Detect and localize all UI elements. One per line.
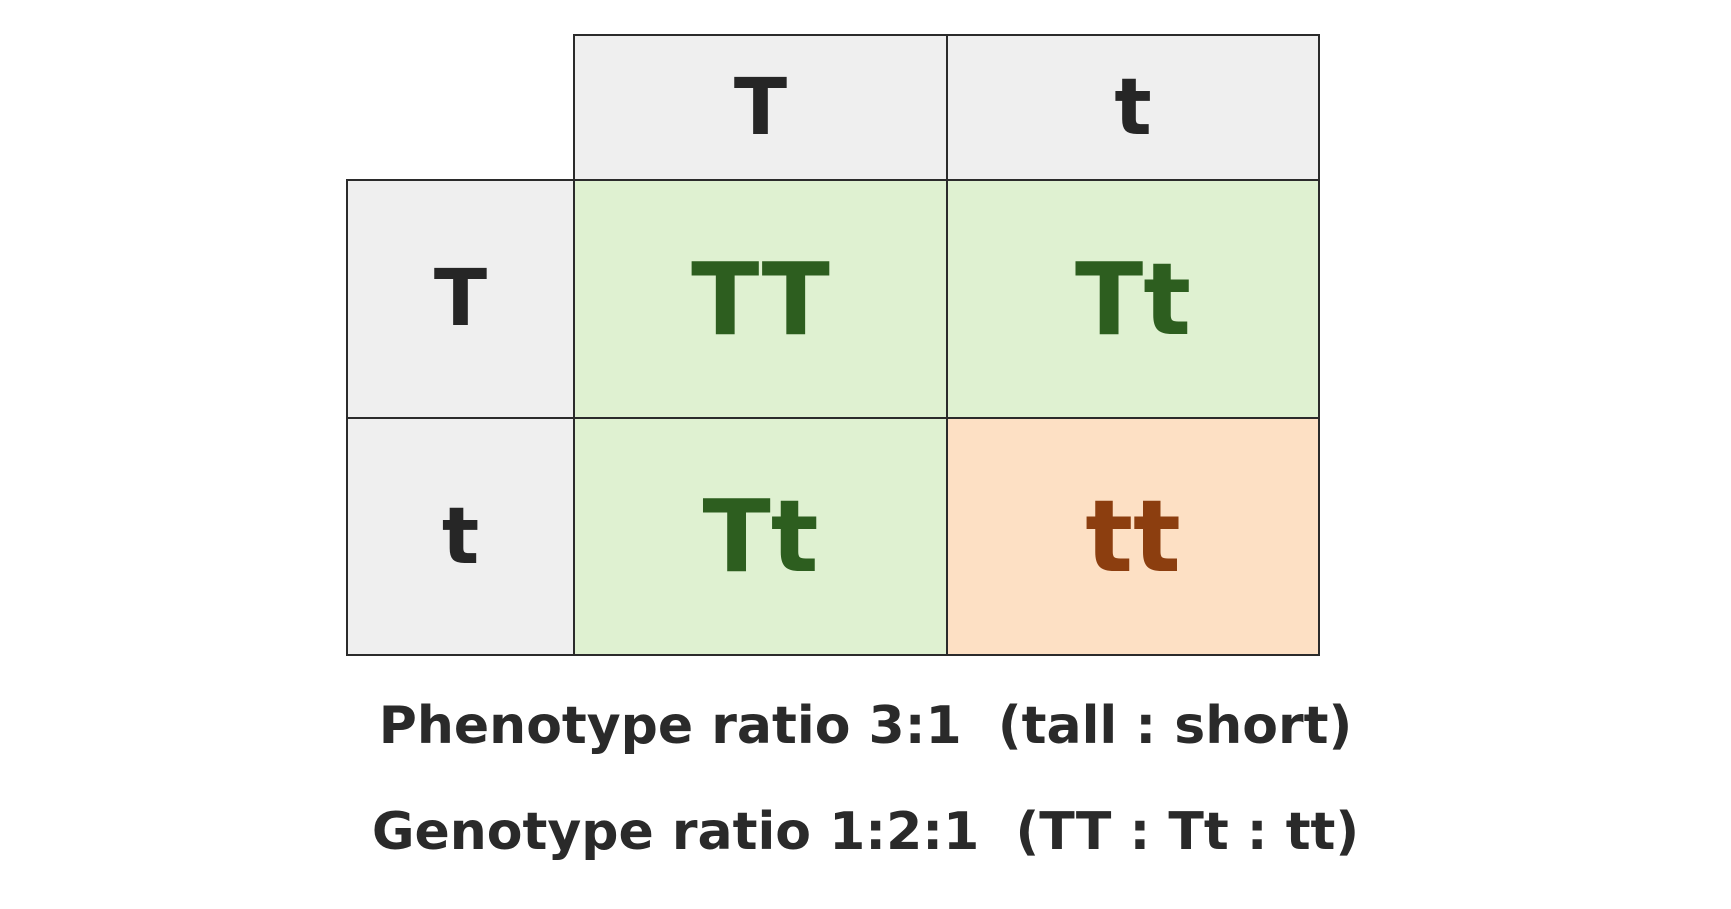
row-allele: T xyxy=(346,179,575,419)
genotype-cell: Tt xyxy=(946,179,1320,419)
genotype-cell: tt xyxy=(946,417,1320,656)
row-allele: t xyxy=(346,417,575,656)
genotype-ratio: Genotype ratio 1:2:1 (TT : Tt : tt) xyxy=(371,802,1360,862)
genotype-cell: Tt xyxy=(573,417,948,656)
genotype-cell: TT xyxy=(573,179,948,419)
column-allele: T xyxy=(573,34,948,181)
column-allele: t xyxy=(946,34,1320,181)
phenotype-ratio: Phenotype ratio 3:1 (tall : short) xyxy=(378,696,1353,756)
